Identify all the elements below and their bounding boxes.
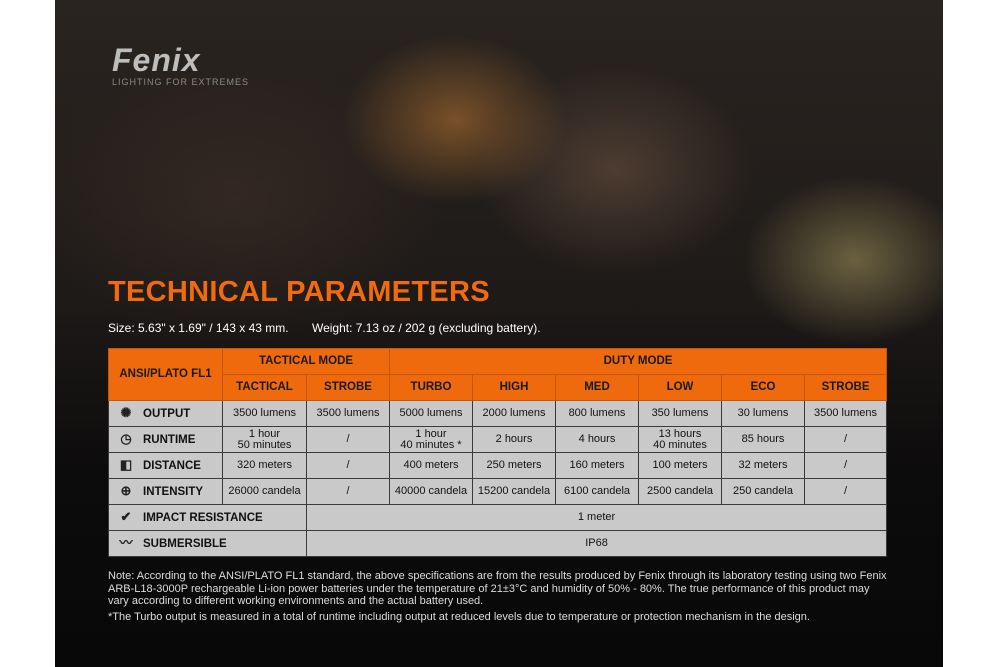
spec-cell: 350 lumens [638,400,722,427]
output-icon: ✺ [120,405,132,420]
mode-header: MED [555,374,639,401]
row-label: ✔ IMPACT RESISTANCE [108,504,307,531]
notes: Note: According to the ANSI/PLATO FL1 st… [108,570,888,623]
corner-header: ANSI/PLATO FL1 [108,348,223,401]
mode-header: LOW [638,374,722,401]
spec-cell: / [803,452,888,479]
row-label-text: RUNTIME [143,434,196,446]
group-header-tactical: TACTICAL MODE [222,348,390,375]
spec-cell: 2 hours [472,426,556,453]
spec-cell: 3500 lumens [306,400,390,427]
mode-header: ECO [721,374,805,401]
spec-cell: 4 hours [555,426,639,453]
crosshair-icon: ⊕ [120,483,132,498]
fenix-logo: Fenix [112,42,201,78]
table-row: ✺ OUTPUT 3500 lumens 3500 lumens 5000 lumens… [108,400,888,427]
spec-cell: 100 meters [638,452,722,479]
impact-value: 1 meter [305,504,888,531]
row-label: ✺ OUTPUT [108,400,223,427]
note-text: Note: According to the ANSI/PLATO FL1 st… [108,570,887,607]
spec-cell: 160 meters [555,452,639,479]
beam-icon: ◧ [119,457,133,472]
row-label-text: OUTPUT [143,408,191,420]
spec-table: ANSI/PLATO FL1 TACTICAL MODE DUTY MODE T… [108,348,888,557]
spec-cell: 250 candela [721,478,805,505]
submersible-value: IP68 [305,530,888,557]
row-label: ◧ DISTANCE [108,452,223,479]
table-row: ◷ RUNTIME 1 hour 50 minutes/1 hour 40 minu… [108,426,888,453]
spec-cell: / [306,426,390,453]
spec-cell: 6100 candela [555,478,639,505]
spec-cell: 3500 lumens [803,400,888,427]
row-label: 〰 SUBMERSIBLE [108,530,307,557]
spec-cell: 2000 lumens [472,400,556,427]
row-label: ⊕ INTENSITY [108,478,223,505]
row-label-text: IMPACT RESISTANCE [143,512,263,524]
mode-header: TURBO [389,374,473,401]
spec-cell: 400 meters [389,452,473,479]
spec-cell: / [306,452,390,479]
table-row: ◧ DISTANCE 320 meters/400 meters 250 meters… [108,452,888,479]
spec-cell: 320 meters [222,452,307,479]
spec-cell: 250 meters [472,452,556,479]
spec-cell: / [803,426,888,453]
mode-header: HIGH [472,374,556,401]
spec-cell: / [803,478,888,505]
table-row: ⊕ INTENSITY 26000 candela/40000 candela 152… [108,478,888,505]
clock-icon: ◷ [120,431,132,446]
spec-cell: 1 hour 40 minutes * [389,426,473,453]
turbo-footnote: *The Turbo output is measured in a total… [108,610,810,623]
weight-text: Weight: 7.13 oz / 202 g (excluding batte… [311,321,541,335]
logo-tagline: LIGHTING FOR EXTREMES [112,77,250,87]
spec-cell: 26000 candela [222,478,307,505]
row-label: ◷ RUNTIME [108,426,223,453]
submersible-icon: 〰 [119,535,133,550]
mode-header: STROBE [803,374,888,401]
spec-cell: / [306,478,390,505]
spec-cell: 3500 lumens [222,400,307,427]
spec-cell: 13 hours 40 minutes [638,426,722,453]
spec-cell: 40000 candela [389,478,473,505]
dimensions-line: Size: 5.63" x 1.69" / 143 x 43 mm. Weigh… [108,321,541,335]
spec-cell: 32 meters [721,452,805,479]
row-label-text: DISTANCE [143,460,201,472]
impact-icon: ✔ [120,509,132,524]
row-label-text: INTENSITY [143,486,204,498]
spec-cell: 30 lumens [721,400,805,427]
spec-cell: 800 lumens [555,400,639,427]
row-label-text: SUBMERSIBLE [143,538,227,550]
size-text: Size: 5.63" x 1.69" / 143 x 43 mm. [108,321,289,335]
spec-cell: 15200 candela [472,478,556,505]
mode-header: STROBE [306,374,390,401]
spec-cell: 85 hours [721,426,805,453]
group-header-duty: DUTY MODE [388,348,888,375]
mode-header: TACTICAL [222,374,307,401]
page-title: TECHNICAL PARAMETERS [108,276,490,308]
spec-cell: 1 hour 50 minutes [222,426,307,453]
table-row: ✔ IMPACT RESISTANCE 1 meter [108,504,888,531]
table-row: 〰 SUBMERSIBLE IP68 [108,530,888,557]
spec-cell: 5000 lumens [389,400,473,427]
spec-cell: 2500 candela [638,478,722,505]
